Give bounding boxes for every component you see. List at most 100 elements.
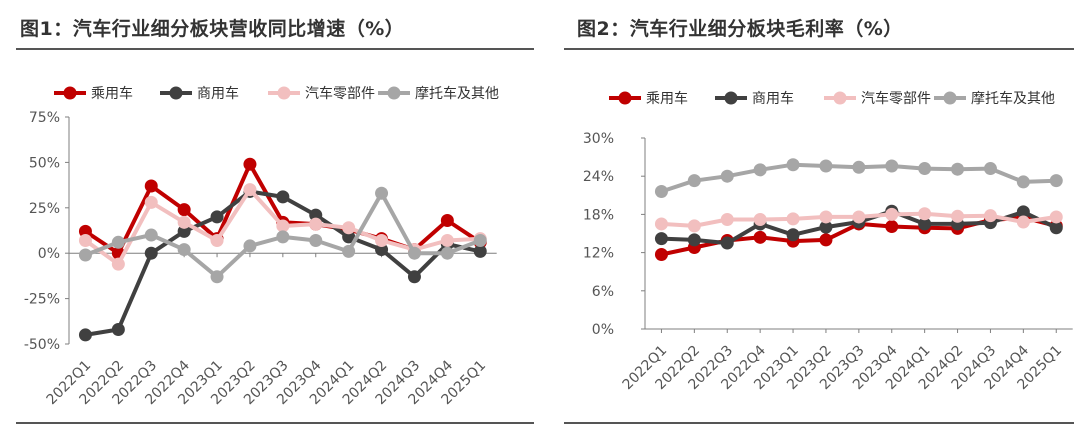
right-title-divider xyxy=(564,48,1074,50)
legend-label: 摩托车及其他 xyxy=(971,90,1055,107)
legend-label: 乘用车 xyxy=(91,85,133,102)
series-2-point xyxy=(819,210,833,224)
series-2-point xyxy=(852,210,866,224)
y-tick-label: 50% xyxy=(29,155,60,171)
series-3-point xyxy=(885,159,899,173)
series-2-point xyxy=(78,233,92,247)
series-3-point xyxy=(342,244,356,258)
series-1-point xyxy=(654,232,668,246)
series-2-point xyxy=(918,207,932,221)
series-1-point xyxy=(309,208,323,222)
series-2-point xyxy=(375,233,389,247)
series-2-point xyxy=(654,217,668,231)
series-2-point xyxy=(786,212,800,226)
series-2-point xyxy=(440,233,454,247)
series-0-point xyxy=(78,224,92,238)
series-3-point xyxy=(144,228,158,242)
y-tick-label: 30% xyxy=(583,131,614,147)
legend-swatch-marker xyxy=(943,91,957,105)
series-3-point xyxy=(78,248,92,262)
series-2-point xyxy=(111,257,125,271)
series-3-point xyxy=(819,159,833,173)
series-0-point xyxy=(819,233,833,247)
series-2-point xyxy=(1049,210,1063,224)
series-2-point xyxy=(177,215,191,229)
series-1-point xyxy=(276,190,290,204)
y-tick-label: -25% xyxy=(24,292,60,308)
series-3-point xyxy=(177,243,191,257)
series-1-point xyxy=(375,243,389,257)
series-3-point xyxy=(440,246,454,260)
series-3-point xyxy=(951,162,965,176)
y-tick-label: 0% xyxy=(38,246,60,262)
series-2-point xyxy=(983,209,997,223)
y-tick-label: 0% xyxy=(592,322,614,338)
y-tick-label: 75% xyxy=(29,110,60,126)
legend-swatch-marker xyxy=(169,86,183,100)
y-tick-label: 25% xyxy=(29,201,60,217)
y-tick-label: 18% xyxy=(583,207,614,223)
series-3-point xyxy=(983,162,997,176)
series-1-point xyxy=(918,217,932,231)
left-bottom-divider xyxy=(16,422,534,424)
series-3-point xyxy=(687,174,701,188)
series-3-point xyxy=(1049,174,1063,188)
series-2-point xyxy=(144,195,158,209)
series-1-point xyxy=(1016,205,1030,219)
y-tick-label: 12% xyxy=(583,246,614,262)
series-1-point xyxy=(111,322,125,336)
series-0-point xyxy=(440,214,454,228)
series-2-point xyxy=(1016,215,1030,229)
right-bottom-divider xyxy=(564,422,1074,424)
legend-swatch-marker xyxy=(387,86,401,100)
series-3-point xyxy=(918,162,932,176)
legend-label: 乘用车 xyxy=(646,90,688,107)
legend-label: 汽车零部件 xyxy=(861,90,931,107)
legend-swatch-marker xyxy=(724,91,738,105)
right-line-chart: 0%6%12%18%24%30%2022Q12022Q22022Q32022Q4… xyxy=(583,90,1073,393)
left-chart-panel: 图1：汽车行业细分板块营收同比增速（%） -50% -25% 0% 25% 50% 75%… xyxy=(16,18,534,424)
series-2-point xyxy=(210,233,224,247)
series-1-point xyxy=(720,236,734,250)
series-2-point xyxy=(885,207,899,221)
series-0-point xyxy=(243,157,257,171)
series-0-point xyxy=(177,203,191,217)
left-chart-title: 图1：汽车行业细分板块营收同比增速（%） xyxy=(20,18,405,40)
series-3-point xyxy=(309,233,323,247)
series-2-point xyxy=(687,219,701,233)
series-1-point xyxy=(342,230,356,244)
series-3-point xyxy=(375,186,389,200)
series-1-point xyxy=(786,228,800,242)
series-3-point xyxy=(407,246,421,260)
series-2-point xyxy=(342,221,356,235)
legend-label: 商用车 xyxy=(752,90,794,107)
series-1-point xyxy=(407,270,421,284)
series-0-point xyxy=(885,219,899,233)
series-2-point xyxy=(243,183,257,197)
series-2-point xyxy=(951,209,965,223)
legend-swatch-marker xyxy=(63,86,77,100)
series-1-point xyxy=(210,210,224,224)
series-3-point xyxy=(473,233,487,247)
series-1-point xyxy=(1049,221,1063,235)
y-tick-label: 6% xyxy=(592,284,614,300)
series-3-point xyxy=(1016,175,1030,189)
series-3-point xyxy=(210,270,224,284)
series-2-point xyxy=(720,212,734,226)
series-3-point xyxy=(852,160,866,174)
series-2-point xyxy=(276,219,290,233)
series-1-point xyxy=(177,224,191,238)
series-0-point xyxy=(753,230,767,244)
series-3-point xyxy=(654,184,668,198)
series-0-point xyxy=(144,179,158,193)
series-1-point xyxy=(819,220,833,234)
series-3-point xyxy=(786,158,800,172)
series-1-point xyxy=(473,244,487,258)
series-1-point xyxy=(687,233,701,247)
legend-label: 汽车零部件 xyxy=(305,85,375,102)
series-1-point xyxy=(78,328,92,342)
series-3-point xyxy=(753,163,767,177)
series-3-point xyxy=(111,235,125,249)
legend-swatch-marker xyxy=(277,86,291,100)
right-chart-title: 图2：汽车行业细分板块毛利率（%） xyxy=(577,18,903,40)
